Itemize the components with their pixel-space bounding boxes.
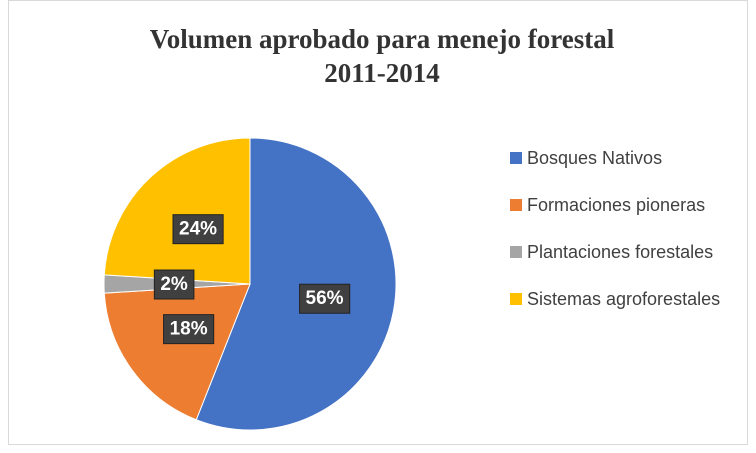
data-label-box: [172, 214, 224, 245]
legend-swatch: [510, 199, 522, 211]
data-label-box: [163, 314, 215, 345]
legend-swatch: [510, 293, 522, 305]
legend-label: Formaciones pioneras: [527, 195, 706, 215]
data-label: 56%: [306, 288, 344, 309]
legend-item: Formaciones pioneras: [510, 193, 735, 218]
legend-swatch: [510, 152, 522, 164]
legend-item: Plantaciones forestales: [510, 240, 735, 265]
chart-title: 2011-2014: [324, 58, 440, 88]
legend-label: Sistemas agroforestales: [527, 289, 721, 309]
data-label: 18%: [170, 319, 208, 340]
data-label-group: 18%: [163, 314, 215, 345]
data-label-box: [299, 283, 351, 314]
pie-slice: [195, 137, 397, 431]
data-label-group: 24%: [172, 214, 224, 245]
data-label-group: 56%: [299, 283, 351, 314]
legend-item: Bosques Nativos: [510, 146, 735, 171]
legend: Bosques Nativos Formaciones pioneras Plant…: [510, 146, 735, 334]
data-label-box: [153, 269, 195, 300]
pie-slice: [103, 137, 251, 285]
data-label: 24%: [179, 219, 217, 240]
legend-label: Plantaciones forestales: [527, 242, 714, 262]
data-label-group: 2%: [153, 269, 195, 300]
legend-swatch: [510, 246, 522, 258]
legend-label: Bosques Nativos: [527, 148, 663, 168]
data-label: 2%: [160, 274, 188, 295]
legend-item: Sistemas agroforestales: [510, 287, 735, 312]
chart-title: Volumen aprobado para menejo forestal: [150, 24, 615, 54]
